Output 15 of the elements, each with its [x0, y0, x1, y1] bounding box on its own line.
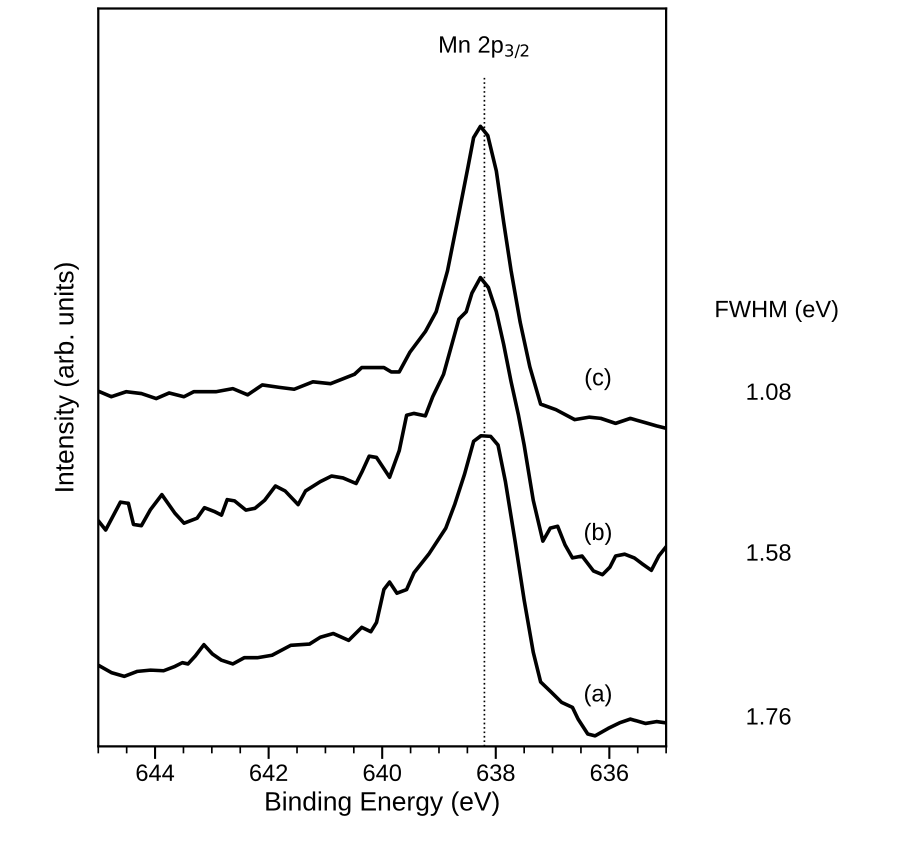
text: FWHM (eV): [716, 300, 838, 322]
series-label: (c): [586, 368, 610, 390]
x-tick-label: 644: [136, 764, 174, 782]
x-axis-title: Binding Energy (eV): [266, 791, 499, 816]
x-tick-label: 638: [477, 764, 514, 782]
x-tick-label: 640: [364, 764, 401, 782]
text: 1.58: [747, 544, 791, 561]
series-label: (a): [585, 684, 611, 706]
series-label: (b): [585, 522, 611, 545]
y-axis-title: Intensity (arb. units): [54, 263, 79, 491]
text: 1.08: [747, 383, 791, 400]
ref-line-label: Mn 2p$_{3/2}$: [440, 36, 528, 58]
text: 1.76: [747, 708, 791, 725]
x-tick-label: 642: [250, 764, 288, 782]
x-tick-label: 636: [590, 764, 628, 782]
